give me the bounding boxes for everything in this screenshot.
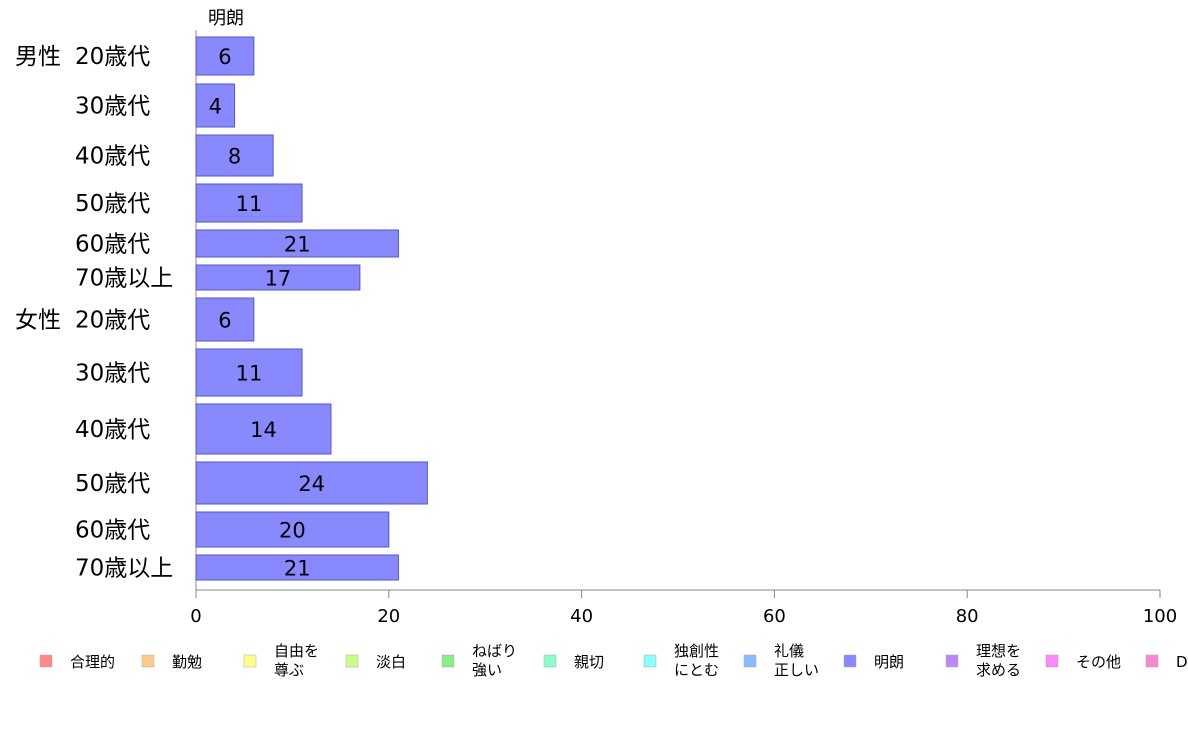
bar-value-label: 4 xyxy=(209,95,222,119)
bar xyxy=(195,348,303,397)
bar xyxy=(195,511,390,548)
legend-label: 独創性にとむ xyxy=(674,642,719,679)
legend-swatch xyxy=(243,654,257,668)
category-label: 50歳代 xyxy=(75,191,150,217)
legend: 合理的 勤勉 自由を尊ぶ 淡白 ねばり強い 親切 独創性にとむ 礼儀正しい 明朗 理想を求める その… xyxy=(39,642,1188,679)
bar xyxy=(195,229,399,258)
category-label: 40歳代 xyxy=(75,417,150,443)
x-tick-label: 40 xyxy=(570,606,593,627)
bar xyxy=(195,403,332,455)
category-labels: 20歳代男性30歳代40歳代50歳代60歳代70歳以上20歳代女性30歳代40歳… xyxy=(15,44,173,582)
legend-label: その他 xyxy=(1076,653,1121,671)
legend-swatch xyxy=(643,654,657,668)
legend-swatch xyxy=(39,654,53,668)
bar xyxy=(195,36,255,76)
bar-value-label: 20 xyxy=(279,519,306,543)
legend-swatch xyxy=(543,654,557,668)
bar-value-label: 14 xyxy=(250,418,277,442)
category-label: 60歳代 xyxy=(75,518,150,544)
category-label: 30歳代 xyxy=(75,361,150,387)
bar-value-label: 11 xyxy=(236,362,263,386)
bar xyxy=(195,297,255,342)
x-tick-label: 60 xyxy=(763,606,786,627)
category-label: 70歳以上 xyxy=(75,266,173,292)
bar-value-label: 21 xyxy=(284,557,311,581)
legend-swatch xyxy=(141,654,155,668)
bar xyxy=(195,264,361,291)
legend-swatch xyxy=(345,654,359,668)
legend-label: ねばり強い xyxy=(472,642,517,679)
bar xyxy=(195,183,303,223)
series-title: 明朗 xyxy=(208,8,244,29)
category-label: 20歳代 xyxy=(75,308,150,334)
legend-swatch xyxy=(743,654,757,668)
bar xyxy=(195,134,274,177)
category-label: 40歳代 xyxy=(75,144,150,170)
bar xyxy=(195,461,428,505)
x-axis: 0 20 40 60 80 100 xyxy=(190,30,1177,627)
legend-swatch xyxy=(441,654,455,668)
legend-label: 礼儀正しい xyxy=(774,642,819,679)
group-label: 男性 xyxy=(15,44,61,70)
bar-value-label: 17 xyxy=(265,267,292,291)
legend-swatch xyxy=(1045,654,1059,668)
legend-label: 淡白 xyxy=(376,653,406,671)
legend-label: D xyxy=(1176,653,1188,671)
category-label: 70歳以上 xyxy=(75,556,173,582)
legend-label: 理想を求める xyxy=(976,642,1021,679)
bar-value-label: 21 xyxy=(284,233,311,257)
category-label: 50歳代 xyxy=(75,471,150,497)
legend-label: 明朗 xyxy=(874,653,904,671)
legend-swatch xyxy=(1145,654,1159,668)
bar-value-label: 8 xyxy=(228,145,241,169)
bar-value-label: 11 xyxy=(236,192,263,216)
category-label: 60歳代 xyxy=(75,232,150,258)
legend-swatch xyxy=(843,654,857,668)
x-tick-label: 80 xyxy=(956,606,979,627)
bar xyxy=(195,554,399,581)
group-label: 女性 xyxy=(15,308,61,334)
legend-swatch xyxy=(945,654,959,668)
legend-label: 勤勉 xyxy=(172,653,202,671)
bar-value-label: 24 xyxy=(298,472,325,496)
bar xyxy=(195,83,236,128)
legend-label: 親切 xyxy=(574,653,604,671)
category-label: 30歳代 xyxy=(75,94,150,120)
x-tick-label: 100 xyxy=(1143,606,1177,627)
bars: 6 4 8 11 21 17 6 11 14 24 20 21 xyxy=(195,36,428,581)
legend-label: 自由を尊ぶ xyxy=(274,642,319,679)
bar-value-label: 6 xyxy=(218,45,231,69)
x-tick-label: 20 xyxy=(377,606,400,627)
bar-value-label: 6 xyxy=(218,309,231,333)
legend-label: 合理的 xyxy=(70,653,115,671)
category-label: 20歳代 xyxy=(75,44,150,70)
x-tick-label: 0 xyxy=(190,606,201,627)
